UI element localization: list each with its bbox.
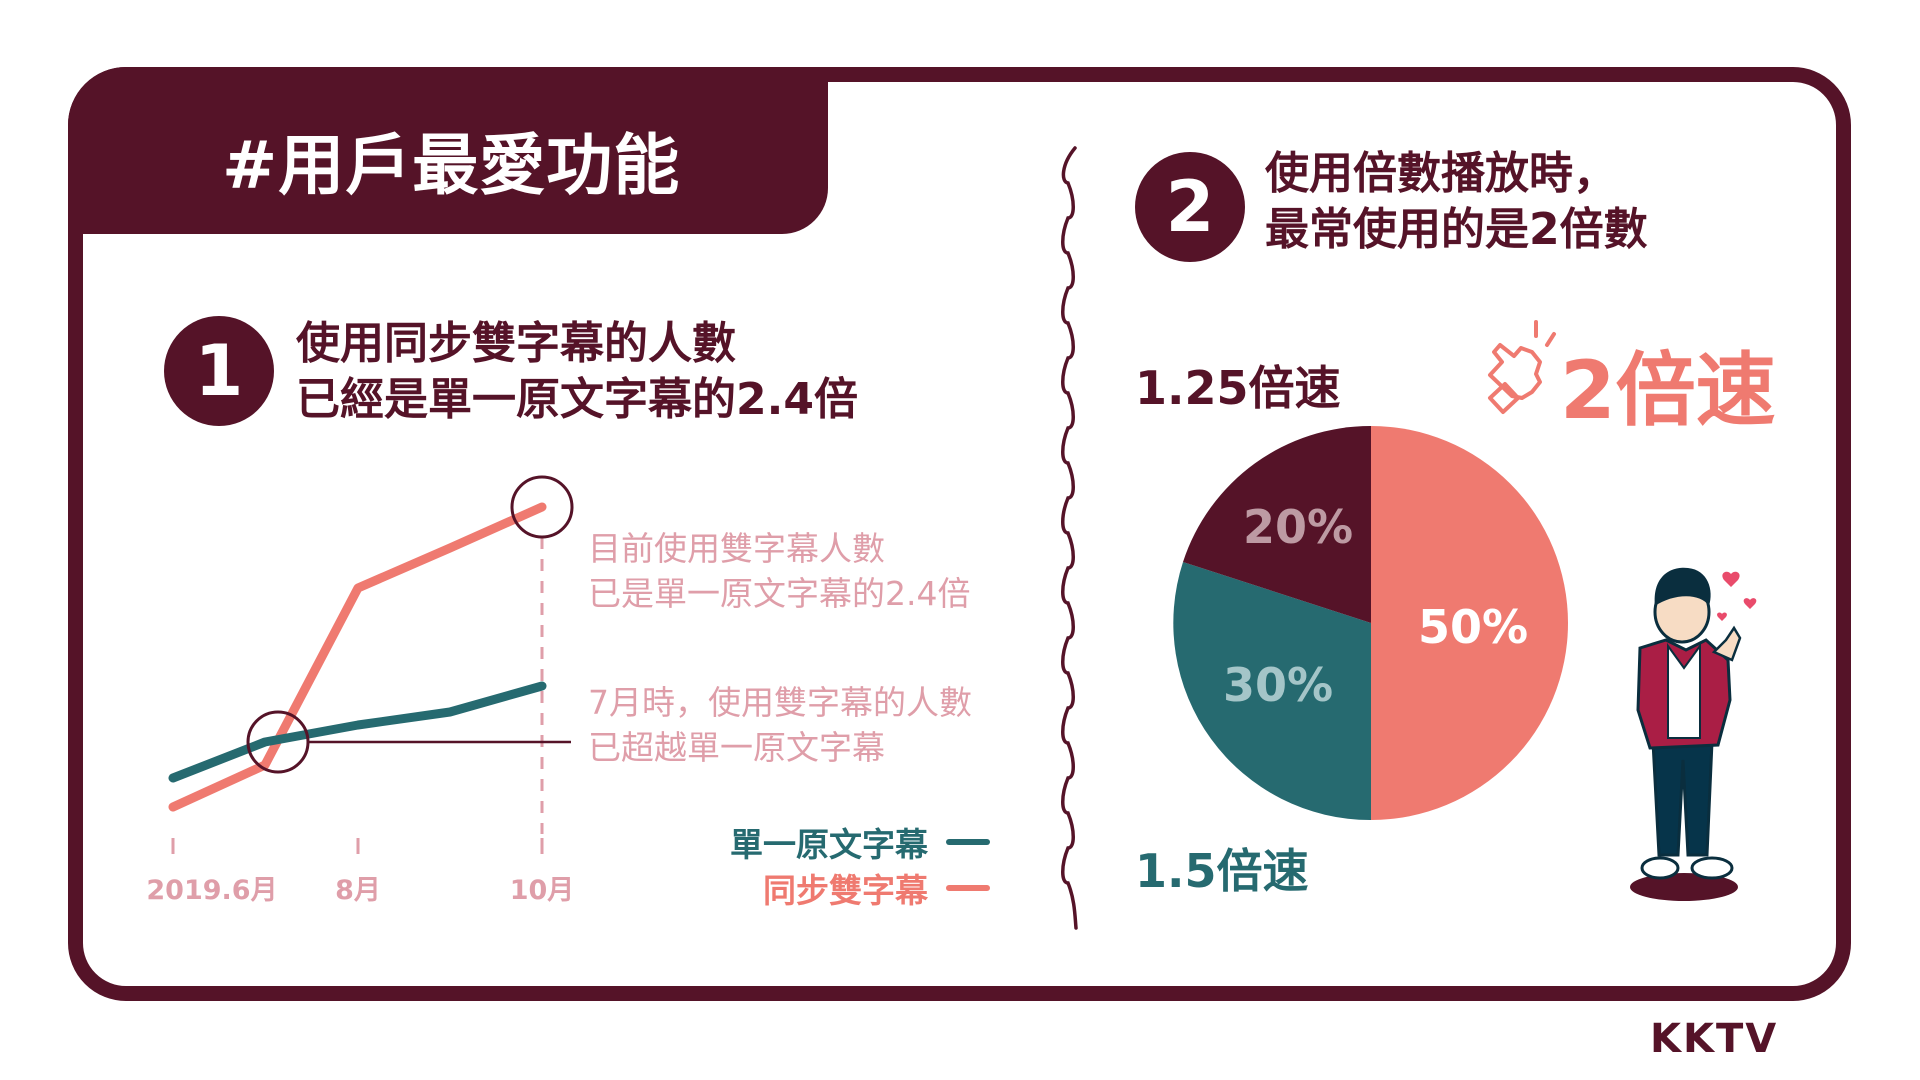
section2-heading-line2: 最常使用的是2倍數: [1265, 204, 1648, 255]
label-2x: 2倍速: [1560, 344, 1776, 437]
pie-slice-1-25x: [1183, 425, 1371, 623]
page-title: #用戶最愛功能: [222, 127, 681, 204]
annotation-july-line1: 7月時，使用雙字幕的人數: [588, 683, 972, 722]
header-tab: [68, 67, 828, 234]
series-single-subtitle-line: [168, 681, 547, 783]
section2-heading-line1: 使用倍數播放時，: [1265, 148, 1617, 199]
pie-pct-30: 30%: [1223, 658, 1334, 712]
pie-slice-1-5x: [1173, 562, 1371, 821]
endpoint-highlight-circle: [510, 475, 574, 539]
legend-swatch: [946, 839, 990, 845]
pie-slice-2x: [1371, 426, 1568, 820]
legend-label: 同步雙字幕: [763, 871, 928, 910]
x-axis-label-june: 2019.6月: [146, 875, 278, 906]
annotation-july: 7月時，使用雙字幕的人數 已超越單一原文字幕: [588, 680, 972, 770]
series-dual-subtitle-line: [168, 502, 547, 812]
x-axis-label-oct: 10月: [509, 875, 575, 906]
section2-number-badge: 2: [1135, 152, 1245, 262]
x-axis-label-aug: 8月: [335, 875, 381, 906]
section1-number-badge: 1: [164, 316, 274, 426]
section1-heading: 使用同步雙字幕的人數 已經是單一原文字幕的2.4倍: [296, 316, 858, 428]
label-1-25x: 1.25倍速: [1135, 361, 1341, 415]
annotation-current-line2: 已是單一原文字幕的2.4倍: [588, 574, 971, 613]
character-illustration: [1630, 567, 1757, 901]
legend-item-dual-subtitle: 同步雙字幕: [763, 864, 990, 912]
annotation-july-line2: 已超越單一原文字幕: [588, 728, 885, 767]
annotation-current: 目前使用雙字幕人數 已是單一原文字幕的2.4倍: [588, 526, 970, 616]
pie-pct-20: 20%: [1243, 500, 1354, 554]
label-1-5x: 1.5倍速: [1135, 844, 1309, 898]
wavy-divider: [1061, 146, 1078, 930]
section1-heading-line1: 使用同步雙字幕的人數: [296, 318, 736, 369]
legend-item-single-subtitle: 單一原文字幕: [730, 818, 990, 866]
pie-pct-50: 50%: [1418, 600, 1529, 654]
kktv-logo: KKTV: [1650, 1016, 1779, 1062]
section1-heading-line2: 已經是單一原文字幕的2.4倍: [296, 374, 858, 425]
thumbs-up-icon: [1488, 320, 1556, 414]
section2-heading: 使用倍數播放時， 最常使用的是2倍數: [1265, 146, 1648, 258]
legend-label: 單一原文字幕: [730, 825, 928, 864]
annotation-current-line1: 目前使用雙字幕人數: [588, 529, 885, 568]
legend-swatch: [946, 885, 990, 891]
